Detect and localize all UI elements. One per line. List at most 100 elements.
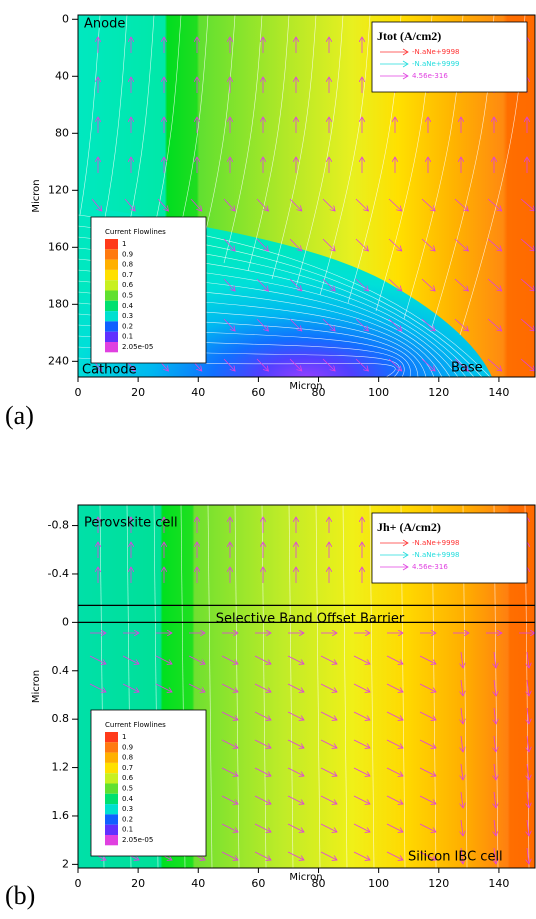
x-tick-label: 140 bbox=[488, 386, 509, 399]
x-tick-label: 80 bbox=[312, 386, 326, 399]
y-tick-label: 240 bbox=[48, 354, 69, 367]
flow-arrow bbox=[386, 739, 403, 748]
annotation: Selective Band Offset Barrier bbox=[216, 612, 405, 627]
x-axis-label: Micron bbox=[289, 381, 322, 392]
flow-arrow bbox=[254, 655, 271, 664]
flow-arrow bbox=[320, 767, 337, 776]
flow-arrow bbox=[320, 739, 337, 748]
flow-arrow bbox=[122, 683, 139, 692]
colorbar-swatch bbox=[105, 752, 118, 763]
panel-label: (a) bbox=[5, 401, 34, 430]
x-tick-label: 140 bbox=[488, 877, 509, 890]
contour-line bbox=[369, 504, 375, 869]
flow-arrow bbox=[190, 198, 202, 211]
flow-arrow bbox=[421, 318, 435, 331]
flow-arrow bbox=[287, 655, 304, 664]
colorbar-swatch bbox=[105, 300, 118, 312]
flow-arrow bbox=[157, 198, 168, 211]
y-tick-label: 0 bbox=[62, 615, 69, 628]
flow-arrow bbox=[320, 823, 337, 832]
annotation: Cathode bbox=[82, 363, 137, 378]
flow-arrow bbox=[419, 851, 436, 860]
flow-arrow bbox=[454, 358, 468, 371]
y-tick-label: -0.4 bbox=[48, 567, 69, 580]
colorbar-label: 0.3 bbox=[122, 805, 133, 813]
flow-arrow bbox=[353, 795, 370, 804]
flow-arrow bbox=[494, 819, 496, 836]
x-tick-label: 100 bbox=[368, 386, 389, 399]
flow-arrow bbox=[353, 683, 370, 692]
flow-arrow bbox=[287, 683, 304, 692]
contour-line bbox=[261, 504, 267, 869]
flow-arrow bbox=[461, 819, 463, 836]
colorbar-swatch bbox=[105, 783, 118, 794]
flow-arrow bbox=[221, 795, 238, 804]
flow-arrow bbox=[254, 851, 271, 860]
flow-arrow bbox=[221, 767, 238, 776]
legend-arrow-head bbox=[402, 48, 409, 56]
flow-arrow bbox=[322, 318, 335, 331]
contour-line bbox=[288, 504, 294, 869]
flow-arrow bbox=[320, 711, 337, 720]
flow-arrow bbox=[494, 847, 496, 864]
contour-line bbox=[295, 14, 344, 288]
flow-arrow bbox=[256, 278, 268, 291]
plot-frame bbox=[77, 14, 536, 378]
flow-arrow bbox=[221, 739, 238, 748]
flow-arrow bbox=[461, 707, 463, 724]
flow-arrow bbox=[520, 278, 535, 291]
colorbar-title: Current Flowlines bbox=[105, 228, 166, 236]
y-tick-label: -0.8 bbox=[48, 519, 69, 532]
flow-arrow bbox=[494, 651, 496, 668]
flow-arrow bbox=[388, 198, 402, 211]
flow-arrow bbox=[188, 683, 205, 692]
y-tick-label: 0.8 bbox=[52, 712, 70, 725]
y-tick-label: 0.4 bbox=[52, 664, 70, 677]
flow-arrow bbox=[386, 851, 403, 860]
colorbar-label: 2.05e-05 bbox=[122, 343, 153, 351]
legend-arrow-head bbox=[402, 563, 409, 571]
legend-label: 4.56e-316 bbox=[412, 563, 448, 571]
flow-arrow bbox=[494, 763, 496, 780]
legend-title: Jh+ (A/cm2) bbox=[377, 520, 441, 534]
legend-label: -N.aNe+9998 bbox=[412, 551, 460, 559]
flow-arrow bbox=[223, 198, 235, 211]
panel: 0 20 40 60 80 100 120 140 0 40 80 120 160 180 240 Micro… bbox=[5, 12, 535, 430]
contour-line bbox=[207, 504, 213, 869]
flow-arrow bbox=[527, 707, 529, 724]
annotation: Anode bbox=[84, 17, 125, 32]
panel: 0 20 40 60 80 100 120 140 -0.8 -0.4 0 0.4 0.8 1.2 1.6 2… bbox=[5, 504, 536, 910]
flow-arrow bbox=[353, 851, 370, 860]
colorbar-label: 0.1 bbox=[122, 826, 133, 834]
flow-arrow bbox=[494, 707, 496, 724]
legend-arrow-head bbox=[402, 60, 409, 68]
legend-arrow-head bbox=[402, 539, 409, 547]
flow-arrow bbox=[221, 683, 238, 692]
plot-frame bbox=[77, 504, 536, 869]
flow-arrow bbox=[355, 238, 368, 251]
y-tick-label: 1.2 bbox=[52, 761, 70, 774]
colorbar-swatch bbox=[105, 259, 118, 270]
contour-line bbox=[342, 504, 348, 869]
flow-arrow bbox=[494, 679, 496, 696]
flow-arrow bbox=[527, 791, 529, 808]
flow-arrow bbox=[320, 683, 337, 692]
flow-arrow bbox=[353, 739, 370, 748]
flow-arrow bbox=[520, 238, 535, 251]
flow-arrow bbox=[421, 278, 435, 291]
flow-arrow bbox=[287, 795, 304, 804]
annotation: Perovskite cell bbox=[84, 516, 178, 531]
colorbar-swatch bbox=[105, 814, 118, 825]
flow-arrow bbox=[487, 358, 502, 371]
colorbar-label: 0.5 bbox=[122, 292, 133, 300]
flow-arrow bbox=[256, 238, 268, 251]
y-tick-label: 40 bbox=[55, 69, 69, 82]
contour-line bbox=[271, 14, 317, 280]
flow-arrow bbox=[287, 767, 304, 776]
colorbar-swatch bbox=[105, 342, 118, 353]
legend-label: -N.aNe+9998 bbox=[412, 48, 460, 56]
flow-arrow bbox=[89, 683, 106, 692]
colorbar-label: 0.8 bbox=[122, 261, 133, 269]
flow-arrow bbox=[256, 198, 268, 211]
